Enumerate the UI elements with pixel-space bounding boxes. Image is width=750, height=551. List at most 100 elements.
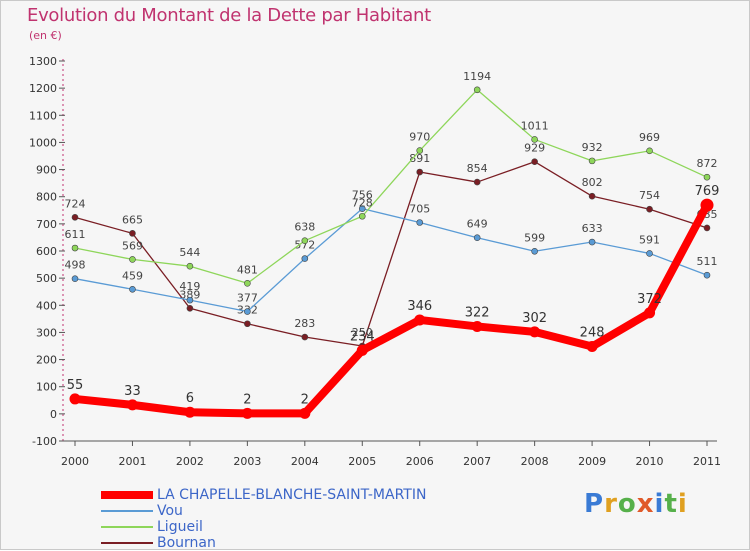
- data-point: [529, 326, 541, 338]
- legend-label: Bournan: [157, 535, 216, 551]
- data-point: [129, 285, 136, 293]
- data-point: [473, 178, 481, 186]
- legend-swatch: [101, 526, 153, 528]
- data-point: [531, 247, 538, 255]
- data-point: [700, 198, 714, 212]
- y-tick-label: 500: [36, 272, 57, 285]
- data-point: [416, 147, 424, 154]
- data-point: [356, 344, 368, 356]
- data-label: 2: [243, 392, 251, 407]
- legend-swatch: [101, 542, 153, 544]
- data-point: [126, 399, 138, 411]
- x-tick-label: 2010: [636, 455, 664, 468]
- data-label: 459: [122, 269, 143, 282]
- logo-letter: i: [654, 489, 665, 519]
- x-tick-label: 2001: [118, 455, 146, 468]
- data-point: [244, 320, 251, 328]
- data-label: 756: [352, 189, 373, 202]
- data-label: 854: [467, 162, 488, 175]
- data-label: 498: [65, 259, 86, 272]
- legend-label: Ligueil: [157, 519, 203, 535]
- data-label: 572: [294, 239, 315, 252]
- y-tick-label: 1100: [29, 109, 57, 122]
- data-point: [646, 205, 653, 213]
- data-point: [471, 320, 483, 332]
- data-point: [184, 406, 196, 418]
- y-tick-label: 300: [36, 326, 57, 339]
- data-label: 724: [65, 197, 86, 210]
- y-tick-label: 900: [36, 164, 57, 177]
- y-tick-label: 1000: [29, 136, 57, 149]
- data-label: 2: [301, 392, 309, 407]
- data-point: [644, 307, 656, 319]
- data-label: 932: [582, 141, 603, 154]
- data-point: [71, 244, 79, 252]
- data-label: 599: [524, 231, 545, 244]
- data-point: [588, 192, 596, 200]
- data-point: [703, 224, 711, 232]
- data-label: 802: [582, 176, 603, 189]
- data-point: [244, 308, 251, 315]
- data-point: [473, 234, 481, 241]
- data-label: 569: [122, 239, 143, 252]
- data-point: [301, 237, 309, 244]
- x-tick-label: 2003: [233, 455, 261, 468]
- data-point: [586, 341, 598, 353]
- data-point: [299, 407, 311, 419]
- x-tick-label: 2000: [61, 455, 89, 468]
- logo-letter: x: [636, 489, 655, 519]
- legend-swatch: [101, 510, 153, 512]
- data-label: 33: [124, 384, 141, 399]
- x-tick-label: 2011: [693, 455, 721, 468]
- series-1: 498 459 419 377 572 756 705 649 599 633 591 511: [65, 189, 718, 315]
- data-label: 649: [467, 218, 488, 231]
- data-label: 872: [697, 157, 718, 170]
- data-point: [71, 275, 79, 282]
- data-label: 322: [465, 305, 490, 320]
- x-tick-label: 2009: [578, 455, 606, 468]
- data-point: [703, 271, 711, 279]
- data-label: 250: [352, 326, 373, 339]
- data-point: [301, 255, 309, 262]
- data-point: [129, 256, 136, 263]
- data-point: [301, 333, 309, 341]
- data-point: [186, 296, 194, 304]
- series-3: 724665389332283250891854929802754685: [65, 142, 718, 350]
- data-label: 1011: [521, 119, 549, 132]
- x-tick-label: 2005: [348, 455, 376, 468]
- data-label: 302: [522, 311, 547, 326]
- x-tick-label: 2002: [176, 455, 204, 468]
- data-label: 234: [350, 329, 375, 344]
- series-line: [74, 89, 708, 284]
- unit-label: (en €): [29, 29, 62, 42]
- data-point: [646, 250, 653, 257]
- data-label: 611: [65, 228, 86, 241]
- series-0: 55 33 6 2 2 234 346 322 302 248 372 769: [67, 184, 719, 419]
- axes: -100 0 100 200 300 400 500 600 700 800 900 1000 1100…: [29, 55, 721, 468]
- legend-label: Vou: [157, 503, 183, 519]
- data-label: 511: [697, 255, 718, 268]
- data-label: 891: [409, 152, 430, 165]
- logo-letter: i: [677, 489, 688, 519]
- logo-letter: o: [617, 489, 637, 519]
- data-label: 372: [637, 292, 662, 307]
- x-tick-label: 2006: [406, 455, 434, 468]
- data-point: [69, 393, 81, 405]
- data-label: 55: [67, 378, 84, 393]
- data-label: 969: [639, 131, 660, 144]
- data-label: 970: [409, 131, 430, 144]
- data-point: [531, 158, 538, 165]
- data-label: 665: [122, 213, 143, 226]
- data-label: 346: [407, 299, 432, 314]
- y-tick-label: 1300: [29, 55, 57, 68]
- data-label: 481: [237, 263, 258, 276]
- data-label: 419: [179, 280, 200, 293]
- series-line: [74, 208, 708, 313]
- data-point: [473, 86, 481, 94]
- y-tick-label: 800: [36, 191, 57, 204]
- data-point: [416, 168, 424, 176]
- legend-swatch: [101, 491, 153, 499]
- data-label: 633: [582, 222, 603, 235]
- chart-title: Evolution du Montant de la Dette par Hab…: [27, 5, 431, 26]
- data-point: [129, 230, 136, 237]
